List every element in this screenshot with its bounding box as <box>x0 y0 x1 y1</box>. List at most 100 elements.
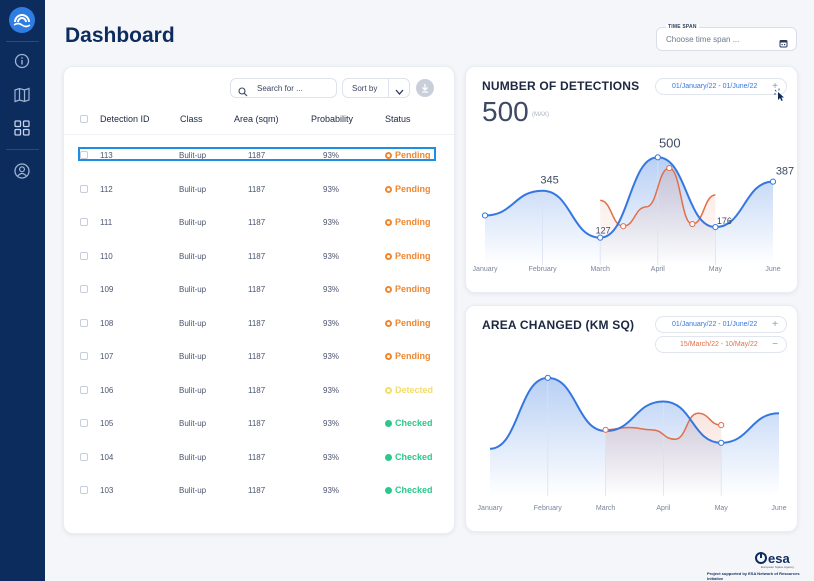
data-label: 345 <box>540 175 558 187</box>
table-row[interactable]: 108 Bulit-up 1187 93% Pending <box>64 308 454 338</box>
cell-area: 1187 <box>248 419 266 428</box>
status-dot-icon <box>385 286 392 293</box>
time-span-placeholder: Choose time span ... <box>666 35 740 44</box>
x-axis-tick-label: March <box>596 505 616 512</box>
table-row[interactable]: 103 Bulit-up 1187 93% Checked <box>64 475 454 505</box>
cell-class: Bulit-up <box>179 352 207 361</box>
chevron-down-icon[interactable] <box>394 84 405 102</box>
esa-logo-text: esa <box>768 551 790 566</box>
column-header-status[interactable]: Status <box>385 114 411 124</box>
column-header-area[interactable]: Area (sqm) <box>234 114 279 124</box>
cell-detection-id: 107 <box>100 352 114 361</box>
row-checkbox[interactable] <box>80 218 88 226</box>
cell-detection-id: 103 <box>100 486 114 495</box>
cell-probability: 93% <box>323 151 340 160</box>
detections-max-label: (MAX) <box>532 112 549 118</box>
cell-area: 1187 <box>248 285 266 294</box>
detections-date-range[interactable]: 01/January/22 - 01/June/22 + <box>655 78 787 95</box>
map-icon[interactable] <box>13 86 31 104</box>
row-checkbox[interactable] <box>80 318 88 327</box>
status-badge: Pending <box>385 251 431 261</box>
time-span-picker[interactable]: TIME SPAN Choose time span ... <box>656 24 797 53</box>
status-badge: Pending <box>385 351 431 361</box>
data-label: 176 <box>717 216 732 226</box>
user-icon[interactable] <box>13 162 31 180</box>
sidebar-divider <box>6 149 39 150</box>
status-badge: Checked <box>385 485 433 495</box>
area-date-range-1-text: 01/January/22 - 01/June/22 <box>672 321 758 328</box>
search-input[interactable]: Search for ... <box>230 78 337 98</box>
series-2-data-point <box>666 164 673 172</box>
area-date-range-2[interactable]: 15/March/22 - 10/May/22 − <box>655 336 787 353</box>
data-point <box>654 154 661 161</box>
row-checkbox[interactable] <box>80 251 88 260</box>
grid-icon[interactable] <box>13 119 31 137</box>
row-checkbox[interactable] <box>80 352 88 360</box>
cell-area: 1187 <box>248 486 266 495</box>
remove-range-button[interactable]: − <box>772 339 778 350</box>
sort-separator <box>388 79 389 97</box>
cell-area: 1187 <box>248 251 266 261</box>
table-row[interactable]: 111 Bulit-up 1187 93% Pending <box>64 207 454 237</box>
row-checkbox[interactable] <box>80 419 88 427</box>
status-dot-icon <box>385 487 392 494</box>
table-row[interactable]: 107 Bulit-up 1187 93% Pending <box>64 341 454 371</box>
detections-max-value: 500 <box>482 96 529 127</box>
calendar-icon[interactable] <box>779 35 788 53</box>
status-dot-icon <box>385 252 392 260</box>
row-checkbox[interactable] <box>80 285 88 293</box>
select-all-checkbox[interactable] <box>80 115 88 123</box>
table-row[interactable]: 105 Bulit-up 1187 93% Checked <box>64 408 454 438</box>
cell-probability: 93% <box>323 486 340 495</box>
cell-detection-id: 113 <box>100 151 113 160</box>
table-row[interactable]: 109 Bulit-up 1187 93% Pending <box>64 274 454 304</box>
x-axis-tick-label: April <box>651 266 665 273</box>
x-axis-tick-label: June <box>765 266 780 273</box>
series-line <box>489 376 780 450</box>
data-label: 127 <box>596 226 611 236</box>
table-row[interactable]: 104 Bulit-up 1187 93% Checked <box>64 442 454 472</box>
detections-chart-title: NUMBER OF DETECTIONS <box>482 79 640 93</box>
area-date-range-1[interactable]: 01/January/22 - 01/June/22 + <box>655 316 787 333</box>
app-logo[interactable] <box>9 7 35 33</box>
cell-probability: 93% <box>323 419 340 428</box>
sort-dropdown[interactable]: Sort by <box>342 78 410 98</box>
status-badge: Pending <box>385 150 431 160</box>
data-point <box>597 234 604 241</box>
status-badge: Pending <box>385 217 431 227</box>
table-row[interactable]: 106 Bulit-up 1187 93% Detected <box>64 375 454 405</box>
data-point <box>481 212 489 219</box>
cell-class: Bulit-up <box>179 419 207 428</box>
add-range-button[interactable]: + <box>772 81 778 92</box>
cell-probability: 93% <box>323 184 340 194</box>
row-checkbox[interactable] <box>80 486 88 494</box>
series-2-data-point <box>689 220 696 228</box>
status-text: Checked <box>395 451 433 462</box>
status-dot-icon <box>385 420 392 427</box>
status-badge: Checked <box>385 452 433 462</box>
table-row[interactable]: 110 Bulit-up 1187 93% Pending <box>64 241 454 271</box>
x-axis-tick-label: March <box>590 266 610 273</box>
area-date-range-2-text: 15/March/22 - 10/May/22 <box>680 341 758 348</box>
cell-probability: 93% <box>323 218 340 227</box>
info-icon[interactable] <box>13 52 31 70</box>
table-row[interactable]: 112 Bulit-up 1187 93% Pending <box>64 174 454 204</box>
row-checkbox[interactable] <box>80 452 88 461</box>
column-header-probability[interactable]: Probability <box>311 114 354 124</box>
detections-date-range-text: 01/January/22 - 01/June/22 <box>672 83 758 90</box>
cell-class: Bulit-up <box>179 218 207 227</box>
cell-class: Bulit-up <box>179 285 207 294</box>
x-axis-tick-label: May <box>709 266 723 273</box>
add-range-button[interactable]: + <box>772 319 778 330</box>
status-badge: Checked <box>385 418 433 428</box>
table-row[interactable]: 113 Bulit-up 1187 93% Pending <box>64 140 454 170</box>
row-checkbox[interactable] <box>80 151 88 159</box>
download-icon <box>422 84 428 93</box>
row-checkbox[interactable] <box>80 184 88 193</box>
column-header-class[interactable]: Class <box>180 114 203 124</box>
row-checkbox[interactable] <box>80 385 88 394</box>
column-header-detection-id[interactable]: Detection ID <box>100 114 150 124</box>
esa-subtitle: European Space Agency <box>761 565 795 569</box>
download-button[interactable] <box>416 79 434 97</box>
cell-detection-id: 110 <box>100 251 113 261</box>
